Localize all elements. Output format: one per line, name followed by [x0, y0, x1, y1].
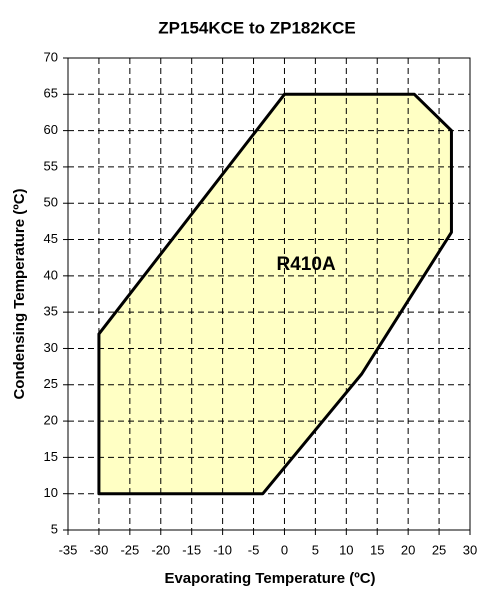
plot-frame: [67, 57, 471, 531]
x-tick-label: 15: [370, 542, 384, 557]
y-tick-label: 35: [44, 304, 58, 319]
x-tick-label: 0: [281, 542, 288, 557]
y-tick-label: 45: [44, 231, 58, 246]
y-tick-label: 5: [51, 521, 58, 536]
x-tick-label: 20: [401, 542, 415, 557]
x-tick-label: -25: [120, 542, 139, 557]
x-tick-label: 30: [463, 542, 477, 557]
y-tick-label: 50: [44, 195, 58, 210]
y-tick-label: 70: [44, 49, 58, 64]
x-tick-label: 25: [432, 542, 446, 557]
y-axis-label: Condensing Temperature (ºC): [11, 188, 28, 399]
annotation: R410A: [277, 254, 336, 275]
chart-title: ZP154KCE to ZP182KCE: [158, 18, 355, 37]
x-tick-label: -5: [248, 542, 260, 557]
x-tick-label: -15: [182, 542, 201, 557]
y-tick-label: 40: [44, 267, 58, 282]
envelope: [98, 94, 452, 494]
x-axis-label: Evaporating Temperature (ºC): [164, 570, 375, 587]
x-tick-label: -20: [151, 542, 170, 557]
x-tick-label: -35: [59, 542, 78, 557]
y-tick-label: 15: [44, 449, 58, 464]
x-tick-label: 5: [312, 542, 319, 557]
y-tick-label: 55: [44, 158, 58, 173]
x-tick-label: -10: [213, 542, 232, 557]
envelope-outline: [97, 92, 453, 496]
y-tick-label: 30: [44, 340, 58, 355]
y-tick-label: 20: [44, 413, 58, 428]
y-tick-label: 60: [44, 122, 58, 137]
x-tick-label: 10: [339, 542, 353, 557]
x-tick-label: -30: [90, 542, 109, 557]
y-tick-label: 25: [44, 376, 58, 391]
y-tick-label: 65: [44, 86, 58, 101]
y-tick-label: 10: [44, 485, 58, 500]
